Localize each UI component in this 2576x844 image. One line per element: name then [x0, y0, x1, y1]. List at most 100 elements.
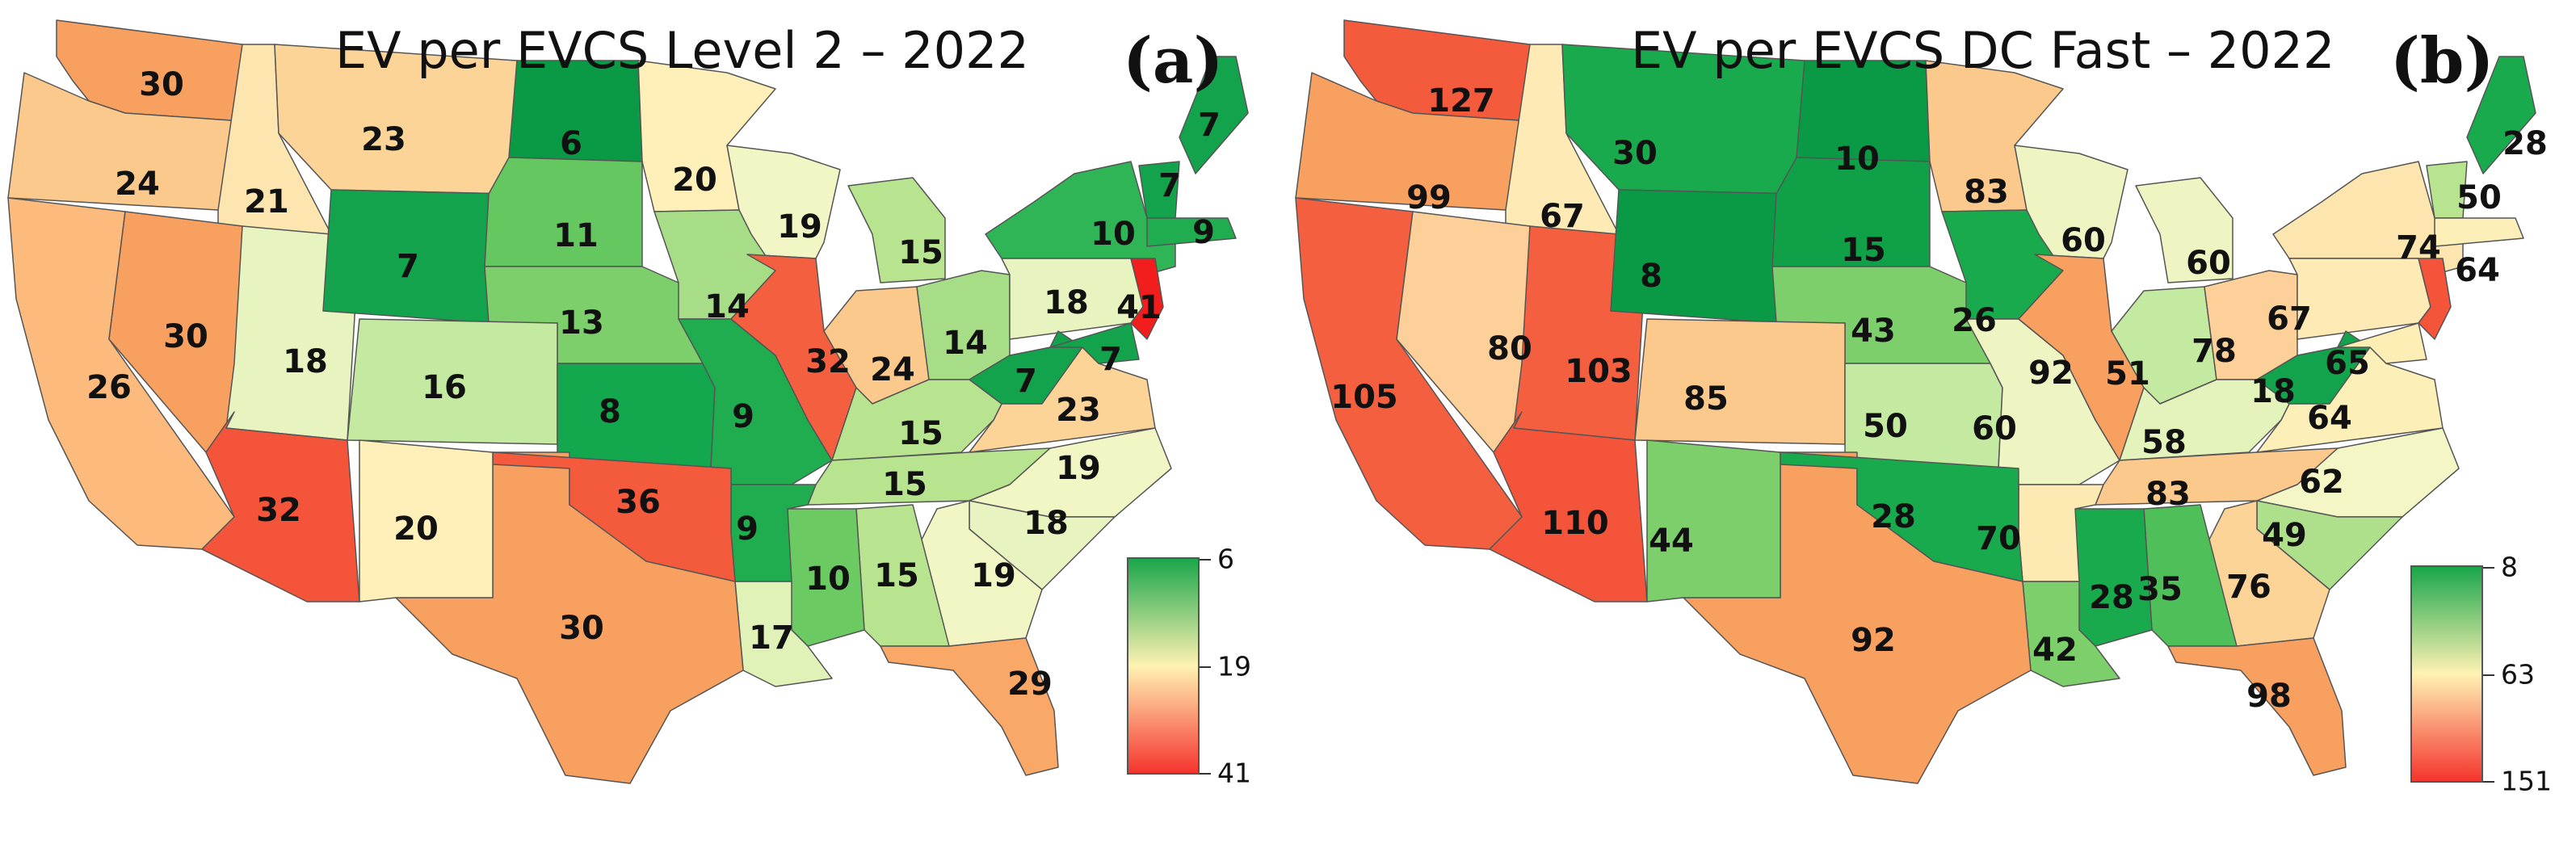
state-value-tn: 15	[882, 466, 927, 503]
state-il	[2018, 254, 2145, 461]
state-value-ny: 10	[1090, 216, 1136, 253]
state-me	[2466, 56, 2536, 174]
state-value-ny: 74	[2396, 229, 2441, 267]
state-value-wi: 19	[777, 208, 822, 246]
state-value-ks: 8	[599, 393, 621, 430]
state-value-wa: 127	[1427, 82, 1495, 120]
state-value-nd: 10	[1834, 141, 1880, 178]
color-scale-tick	[1200, 666, 1211, 668]
state-value-mo: 9	[732, 398, 754, 435]
state-md	[1049, 322, 1140, 364]
state-value-in: 24	[870, 351, 915, 388]
state-value-nj: 41	[1116, 289, 1162, 326]
state-value-tx: 30	[559, 610, 604, 647]
state-value-mt: 30	[1612, 135, 1658, 172]
state-value-id: 67	[1540, 198, 1585, 235]
state-value-ok: 36	[616, 484, 661, 521]
state-value-nd: 6	[560, 125, 582, 162]
color-scale-bar	[1127, 557, 1200, 775]
state-value-or: 24	[115, 166, 160, 203]
state-value-wy: 7	[397, 248, 419, 285]
color-scale-mid-label: 19	[1217, 650, 1251, 682]
state-value-me: 7	[1198, 107, 1221, 144]
state-value-ma: 9	[1192, 214, 1215, 251]
state-value-nc: 62	[2299, 464, 2344, 501]
state-value-la: 42	[2032, 632, 2078, 669]
state-value-vt: 50	[2456, 179, 2502, 216]
state-value-ne: 13	[559, 304, 604, 342]
state-value-al: 35	[2137, 571, 2183, 608]
state-value-mo: 60	[1972, 410, 2017, 447]
state-value-ks: 50	[1863, 408, 1908, 445]
state-va	[969, 346, 1156, 453]
color-scale-tick	[2483, 674, 2494, 676]
state-value-wi: 60	[2061, 222, 2106, 259]
state-value-ky: 58	[2141, 424, 2187, 461]
state-value-co: 85	[1683, 380, 1729, 418]
state-value-az: 32	[256, 492, 301, 529]
state-value-ky: 15	[898, 415, 943, 452]
state-value-pa: 67	[2267, 300, 2312, 338]
state-value-wv: 18	[2250, 373, 2296, 410]
map-panel-b: 127 99 67 30 10 83 60 60 28 50 74 64 105 80 103 8 15 43 85…	[1288, 0, 2575, 844]
color-scale-tick	[2483, 567, 2494, 569]
map-title: EV per EVCS DC Fast – 2022	[1631, 21, 2335, 80]
state-value-sc: 18	[1023, 505, 1069, 542]
state-value-sc: 49	[2262, 517, 2307, 554]
state-value-il: 92	[2028, 355, 2074, 392]
state-value-mi: 15	[898, 234, 943, 271]
state-nj	[2418, 258, 2452, 340]
color-scale-max-label: 151	[2501, 765, 2552, 797]
color-scale-mid-label: 63	[2501, 658, 2535, 690]
state-value-mn: 83	[1964, 174, 2009, 211]
state-fl	[2167, 637, 2347, 776]
state-value-ca: 26	[86, 369, 132, 406]
state-value-va: 23	[1056, 392, 1101, 429]
state-value-sd: 15	[1841, 232, 1886, 269]
state-value-al: 15	[874, 557, 919, 594]
state-wy	[1610, 189, 1797, 324]
state-value-sd: 11	[553, 217, 599, 254]
color-scale-max-label: 41	[1217, 757, 1251, 789]
state-value-ok: 28	[1871, 498, 1916, 535]
state-ma	[2434, 217, 2524, 247]
state-value-or: 99	[1406, 179, 1452, 216]
state-value-fl: 98	[2246, 678, 2292, 715]
state-value-mn: 20	[672, 162, 717, 199]
state-value-ar: 9	[736, 510, 759, 548]
map-title: EV per EVCS Level 2 – 2022	[335, 21, 1029, 80]
color-scale-tick	[1200, 773, 1211, 775]
state-me	[1179, 56, 1249, 174]
state-value-nm: 20	[393, 510, 439, 548]
state-value-mt: 23	[361, 121, 406, 158]
map-panel-a: 30 24 21 23 6 20 19 15 7 7 10 9 26 30 18 7 11 13 16 8 14 9 32 2…	[7, 19, 1251, 789]
state-value-va: 64	[2307, 400, 2352, 437]
state-value-vt: 7	[1158, 167, 1181, 204]
color-scale-bar	[2410, 565, 2483, 783]
state-value-ia: 26	[1952, 302, 1997, 339]
state-value-fl: 29	[1007, 666, 1053, 703]
state-value-az: 110	[1541, 505, 1609, 542]
state-md	[2337, 322, 2427, 364]
state-value-wa: 30	[139, 66, 184, 103]
panel-label: (a)	[1123, 24, 1224, 98]
state-value-id: 21	[244, 183, 289, 220]
state-mi	[847, 177, 946, 283]
state-az	[1489, 411, 1648, 603]
state-fl	[880, 637, 1059, 776]
state-nj	[1130, 258, 1164, 340]
color-scale-min-label: 8	[2501, 551, 2518, 583]
state-ok	[1780, 451, 2023, 582]
state-ok	[492, 451, 736, 582]
state-value-in: 51	[2105, 355, 2150, 393]
state-az	[201, 411, 360, 603]
state-value-oh: 14	[943, 325, 988, 362]
state-value-ca: 105	[1330, 379, 1398, 416]
state-value-ga: 76	[2226, 569, 2271, 606]
state-value-ms: 28	[2089, 579, 2134, 616]
panel-label: (b)	[2390, 24, 2494, 98]
us-state-map	[1295, 19, 2536, 784]
state-la	[734, 581, 833, 687]
state-value-ut: 103	[1565, 353, 1633, 390]
state-nm	[359, 439, 494, 603]
